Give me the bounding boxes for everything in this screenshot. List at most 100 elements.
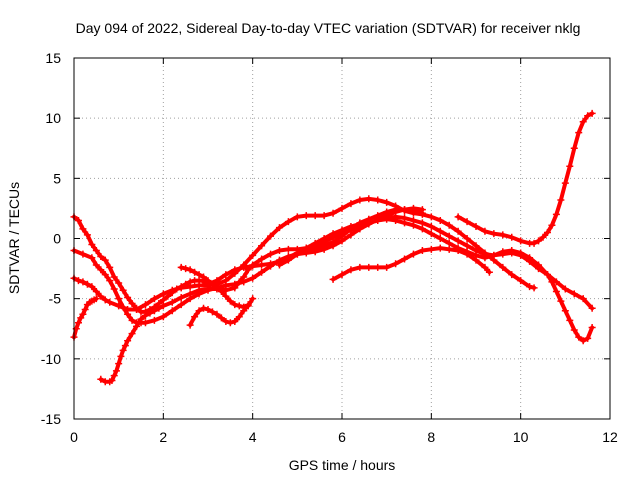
- data-point: [213, 310, 221, 318]
- data-point: [392, 206, 400, 214]
- data-point: [249, 295, 257, 303]
- data-point: [141, 301, 149, 309]
- data-point: [200, 304, 208, 312]
- y-tick-label: -10: [41, 351, 61, 367]
- data-point: [235, 278, 243, 286]
- data-point: [195, 286, 203, 294]
- data-point: [454, 213, 462, 221]
- data-point: [200, 278, 208, 286]
- data-point: [231, 266, 239, 274]
- data-point: [159, 313, 167, 321]
- data-point: [485, 268, 493, 276]
- data-point: [168, 307, 176, 315]
- data-point: [481, 227, 489, 235]
- data-point: [561, 307, 569, 315]
- data-point: [101, 296, 109, 304]
- data-point: [293, 250, 301, 258]
- data-point: [115, 295, 123, 303]
- data-point: [338, 226, 346, 234]
- data-point: [258, 261, 266, 269]
- data-point: [436, 244, 444, 252]
- data-point: [110, 273, 118, 281]
- data-point: [401, 255, 409, 263]
- data-point: [106, 298, 114, 306]
- data-point: [106, 277, 114, 285]
- data-point: [311, 244, 319, 252]
- data-point: [526, 283, 534, 291]
- data-point: [195, 307, 203, 315]
- data-point: [115, 302, 123, 310]
- data-series: [70, 109, 596, 386]
- data-point: [240, 273, 248, 281]
- data-point: [191, 313, 199, 321]
- data-point: [213, 284, 221, 292]
- data-point: [374, 212, 382, 220]
- data-point: [302, 212, 310, 220]
- data-point: [329, 209, 337, 217]
- data-point: [195, 271, 203, 279]
- data-point: [177, 284, 185, 292]
- y-tick-label: 10: [45, 110, 61, 126]
- data-point: [150, 295, 158, 303]
- data-point: [338, 232, 346, 240]
- data-point: [356, 263, 364, 271]
- data-point: [445, 245, 453, 253]
- data-point: [146, 309, 154, 317]
- x-tick-label: 2: [159, 429, 167, 445]
- data-point: [418, 225, 426, 233]
- data-point: [472, 222, 480, 230]
- data-point: [570, 290, 578, 298]
- data-point: [124, 305, 132, 313]
- series-trace: [72, 206, 425, 325]
- data-point: [418, 247, 426, 255]
- data-point: [418, 219, 426, 227]
- data-point: [177, 301, 185, 309]
- data-point: [159, 290, 167, 298]
- data-point: [320, 212, 328, 220]
- data-point: [436, 235, 444, 242]
- data-point: [88, 254, 96, 262]
- y-axis-label: SDTVAR / TECUs: [6, 182, 22, 294]
- data-point: [159, 302, 167, 310]
- data-point: [490, 230, 498, 238]
- data-point: [275, 224, 283, 232]
- data-point: [208, 308, 216, 316]
- y-tick-labels: -15 -10 -5 0 5 10 15: [41, 50, 61, 427]
- data-point: [249, 262, 257, 270]
- data-point: [535, 237, 543, 245]
- data-point: [557, 297, 565, 305]
- data-point: [530, 239, 538, 247]
- data-point: [88, 283, 96, 291]
- series-arc3: [70, 195, 538, 313]
- data-point: [74, 216, 82, 224]
- data-point: [79, 278, 87, 286]
- data-point: [128, 299, 136, 307]
- y-tick-label: -5: [49, 291, 62, 307]
- data-point: [101, 256, 109, 264]
- data-point: [557, 196, 565, 204]
- x-tick-label: 0: [70, 429, 78, 445]
- data-point: [97, 266, 105, 274]
- data-point: [115, 360, 123, 368]
- data-point: [115, 279, 123, 287]
- data-point: [436, 227, 444, 235]
- data-point: [427, 213, 435, 221]
- data-point: [88, 241, 96, 249]
- data-point: [543, 228, 551, 236]
- data-point: [258, 268, 266, 276]
- data-point: [454, 247, 462, 255]
- data-point: [101, 271, 109, 279]
- data-point: [97, 292, 105, 300]
- data-point: [258, 242, 266, 250]
- data-point: [365, 195, 373, 203]
- data-point: [231, 284, 239, 292]
- data-point: [133, 305, 141, 313]
- data-point: [231, 318, 239, 326]
- data-point: [401, 219, 409, 227]
- data-point: [168, 286, 176, 294]
- data-point: [92, 287, 100, 295]
- data-point: [302, 247, 310, 255]
- data-point: [74, 319, 82, 327]
- x-tick-label: 12: [602, 429, 618, 445]
- data-point: [284, 218, 292, 226]
